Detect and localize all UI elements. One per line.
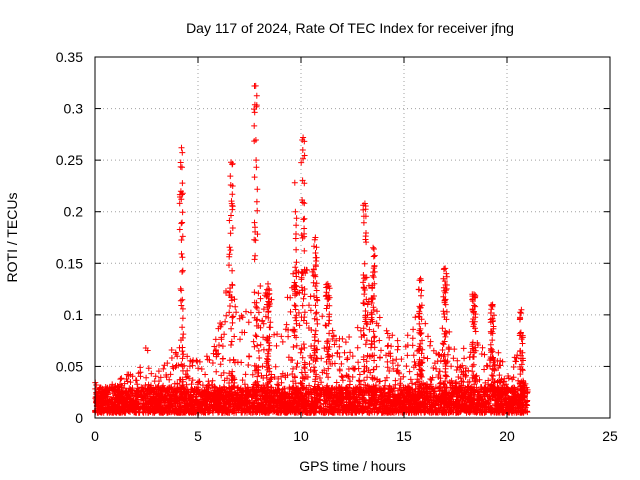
roti-points: [92, 82, 531, 416]
y-tick-label: 0.35: [56, 49, 83, 65]
plot-frame: [94, 56, 611, 419]
x-tick-label: 20: [499, 428, 515, 444]
y-tick-label: 0.1: [64, 307, 84, 323]
x-tick-label: 25: [602, 428, 618, 444]
x-tick-label: 5: [194, 428, 202, 444]
y-tick-label: 0.3: [64, 101, 84, 117]
x-axis-title: GPS time / hours: [299, 458, 406, 474]
chart-title: Day 117 of 2024, Rate Of TEC Index for r…: [186, 20, 514, 36]
axis-tick-labels: 0 5 10 15 20 25 0 0.05 0.1 0.15 0.2 0.25 0.3 0.35: [56, 49, 618, 444]
y-axis-title: ROTI / TECUs: [4, 193, 20, 283]
y-tick-label: 0.05: [56, 358, 83, 374]
x-tick-label: 0: [91, 428, 99, 444]
y-tick-label: 0.15: [56, 255, 83, 271]
y-tick-label: 0.25: [56, 152, 83, 168]
data-points: [92, 82, 531, 416]
y-tick-label: 0: [75, 410, 83, 426]
x-tick-label: 15: [396, 428, 412, 444]
x-tick-label: 10: [293, 428, 309, 444]
y-tick-label: 0.2: [64, 204, 84, 220]
axis-ticks: [94, 56, 611, 419]
